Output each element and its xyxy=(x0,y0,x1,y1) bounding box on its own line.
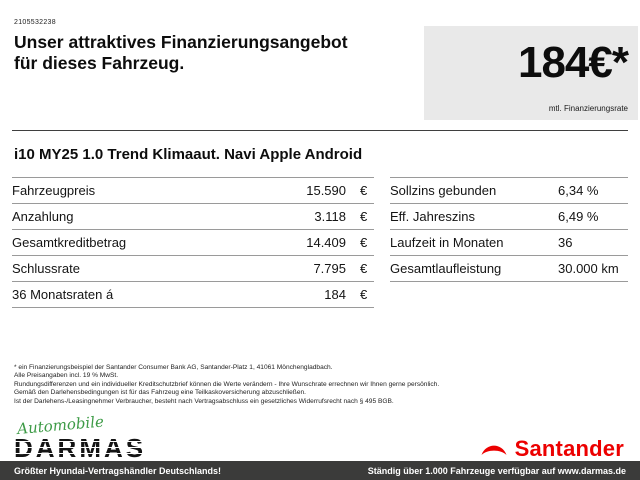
fine-print-line: * ein Finanzierungsbeispiel der Santande… xyxy=(14,364,333,371)
row-label: Gesamtkreditbetrag xyxy=(12,235,127,250)
row-unit: € xyxy=(360,261,368,276)
headline-line1: Unser attraktives Finanzierungsangebot xyxy=(14,32,348,52)
table-row: Gesamtlaufleistung 30.000 km xyxy=(390,256,628,282)
finance-table-right: Sollzins gebunden 6,34 % Eff. Jahreszins 6,… xyxy=(390,177,628,282)
table-row: 36 Monatsraten á 184 € xyxy=(12,282,374,308)
santander-flame-icon xyxy=(480,441,508,457)
row-label: Laufzeit in Monaten xyxy=(390,235,504,250)
fine-print: * ein Finanzierungsbeispiel der Santande… xyxy=(14,364,620,406)
document-id: 2105532238 xyxy=(14,19,56,26)
row-label: Sollzins gebunden xyxy=(390,183,497,198)
fine-print-line: Gemäß den Darlehensbedingungen ist für d… xyxy=(14,389,307,397)
row-unit: € xyxy=(360,209,368,224)
row-value: 36 xyxy=(558,235,573,250)
row-value: 184 xyxy=(324,287,346,302)
fine-print-line: Rundungsdifferenzen und ein individuelle… xyxy=(14,380,440,388)
monthly-rate-box: 184€* mtl. Finanzierungsrate xyxy=(424,26,638,120)
footer-left-text: Größter Hyundai-Vertragshändler Deutschl… xyxy=(14,465,222,476)
table-row: Gesamtkreditbetrag 14.409 € xyxy=(12,230,374,256)
row-value: 6,49 % xyxy=(558,209,599,224)
fine-print-line: Ist der Darlehens-/Leasingnehmer Verbrau… xyxy=(14,397,394,405)
vehicle-title: i10 MY25 1.0 Trend Klimaaut. Navi Apple … xyxy=(14,146,363,163)
header-divider xyxy=(12,130,628,131)
row-value: 7.795 xyxy=(313,261,346,276)
row-label: Fahrzeugpreis xyxy=(12,183,96,198)
row-label: Eff. Jahreszins xyxy=(390,209,476,224)
monthly-rate-value: 184€* xyxy=(517,38,629,87)
table-row: Anzahlung 3.118 € xyxy=(12,204,374,230)
row-value: 6,34 % xyxy=(558,183,599,198)
footer-right-text: Ständig über 1.000 Fahrzeuge verfügbar a… xyxy=(367,465,626,476)
row-value: 30.000 km xyxy=(558,261,619,276)
row-value: 3.118 xyxy=(314,209,346,224)
footer-bar: Größter Hyundai-Vertragshändler Deutschl… xyxy=(0,461,640,480)
finance-table-left: Fahrzeugpreis 15.590 € Anzahlung 3.118 € Gesam… xyxy=(12,177,374,308)
table-row: Sollzins gebunden 6,34 % xyxy=(390,178,628,204)
row-unit: € xyxy=(360,235,368,250)
table-row: Schlussrate 7.795 € xyxy=(12,256,374,282)
santander-wordmark: Santander xyxy=(514,436,624,461)
monthly-rate-caption: mtl. Finanzierungsrate xyxy=(548,104,628,113)
fine-print-line: Alle Preisangaben incl. 19 % MwSt. xyxy=(14,372,119,380)
headline: Unser attraktives Finanzierungsangebot f… xyxy=(14,32,348,74)
row-unit: € xyxy=(360,183,368,198)
darmas-logo: Automobile DARMAS xyxy=(14,412,147,463)
table-row: Laufzeit in Monaten 36 xyxy=(390,230,628,256)
headline-line2: für dieses Fahrzeug. xyxy=(14,53,185,73)
santander-logo: Santander xyxy=(480,436,624,462)
row-label: 36 Monatsraten á xyxy=(12,287,114,302)
row-value: 15.590 xyxy=(306,183,346,198)
row-label: Gesamtlaufleistung xyxy=(390,261,502,276)
table-row: Fahrzeugpreis 15.590 € xyxy=(12,178,374,204)
row-label: Anzahlung xyxy=(12,209,74,224)
row-value: 14.409 xyxy=(306,235,346,250)
table-row: Eff. Jahreszins 6,49 % xyxy=(390,204,628,230)
row-label: Schlussrate xyxy=(12,261,80,276)
row-unit: € xyxy=(360,287,368,302)
darmas-wordmark: DARMAS xyxy=(14,433,147,463)
